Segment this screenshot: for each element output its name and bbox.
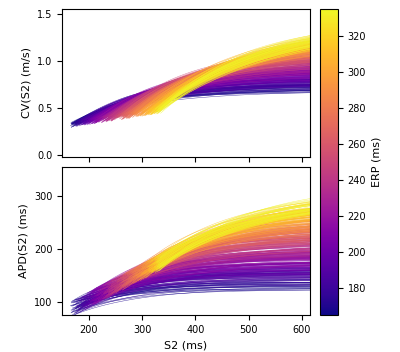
- X-axis label: S2 (ms): S2 (ms): [164, 340, 208, 350]
- Y-axis label: APD(S2) (ms): APD(S2) (ms): [18, 204, 28, 278]
- Y-axis label: CV(S2) (m/s): CV(S2) (m/s): [21, 47, 31, 118]
- Y-axis label: ERP (ms): ERP (ms): [372, 137, 382, 187]
